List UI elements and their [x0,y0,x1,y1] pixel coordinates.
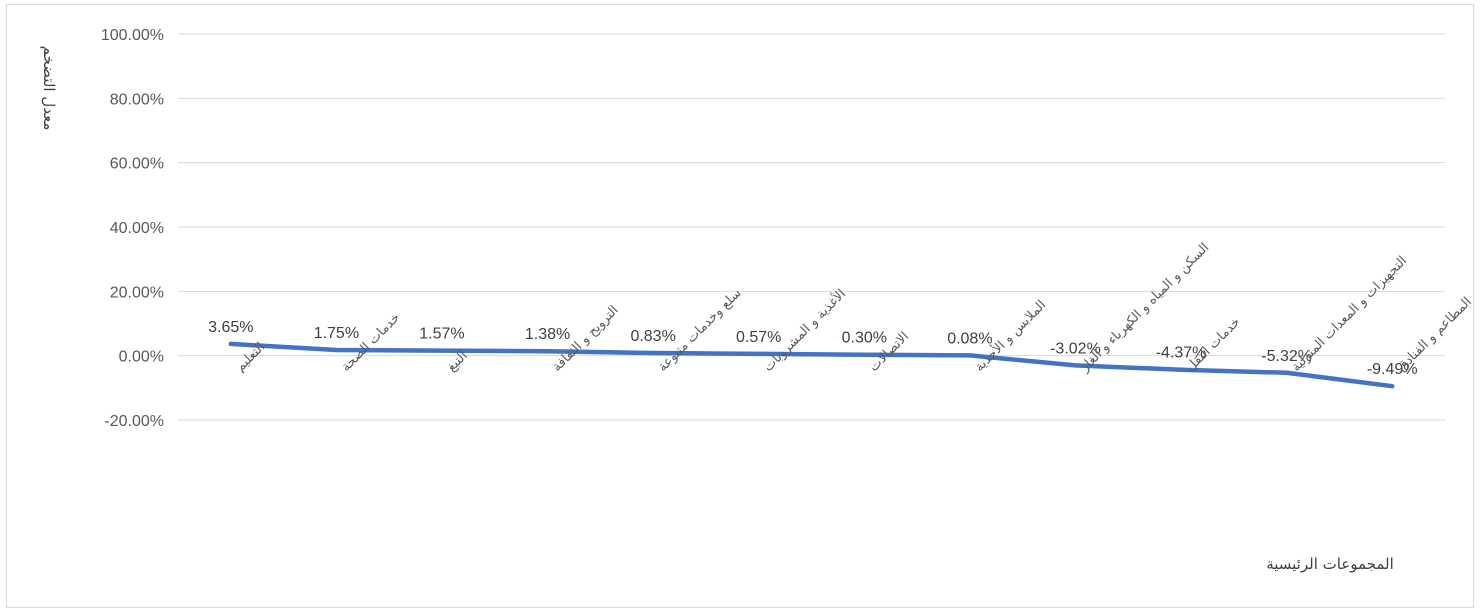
category-label: المطاعم و الفنادق [1394,295,1474,375]
y-tick-label: 40.00% [110,220,164,237]
data-label: 0.57% [736,329,781,346]
data-labels: 3.65% 1.75% 1.57% 1.38% 0.83% 0.57% 0.30% 0.08%… [208,319,1417,378]
y-tick-label: 0.00% [119,349,164,366]
data-label: 0.83% [630,328,675,345]
gridlines [178,33,1445,421]
data-label: 1.38% [525,326,570,343]
data-label: -9.49% [1367,361,1418,378]
data-label: 0.08% [947,330,992,347]
data-point [1284,370,1289,375]
data-label: -4.37% [1156,345,1207,362]
data-point [1179,367,1184,372]
data-point [756,351,761,356]
data-label: -5.32% [1261,348,1312,365]
data-point [439,348,444,353]
x-axis-title: المجموعات الرئيسية [1266,555,1394,573]
category-label: التجهيزات و المعدات المنزلية [1289,254,1410,375]
data-label: 3.65% [208,319,253,336]
series-line-group [228,341,1395,389]
data-point [334,348,339,353]
y-tick-label: 100.00% [101,27,164,44]
y-tick-label: -20.00% [104,413,164,430]
data-point [228,341,233,346]
y-tick-label: 80.00% [110,91,164,108]
y-tick-label: 20.00% [110,284,164,301]
series-line [228,341,1395,389]
data-label: -3.02% [1050,340,1101,357]
data-label: 1.57% [419,326,464,343]
data-point [1390,384,1395,389]
data-point [545,349,550,354]
data-label: 1.75% [314,325,359,342]
chart-frame [6,4,1474,608]
data-point [967,353,972,358]
data-label: 0.30% [842,330,887,347]
y-tick-labels: -20.00% 0.00% 20.00% 40.00% 60.00% 80.00% 100.… [101,27,164,430]
y-axis-title: معدل التضخم [40,46,58,131]
data-point [1073,363,1078,368]
y-tick-label: 60.00% [110,156,164,173]
data-point [862,352,867,357]
data-point [651,350,656,355]
category-label: خدمات الصحة [339,310,404,375]
